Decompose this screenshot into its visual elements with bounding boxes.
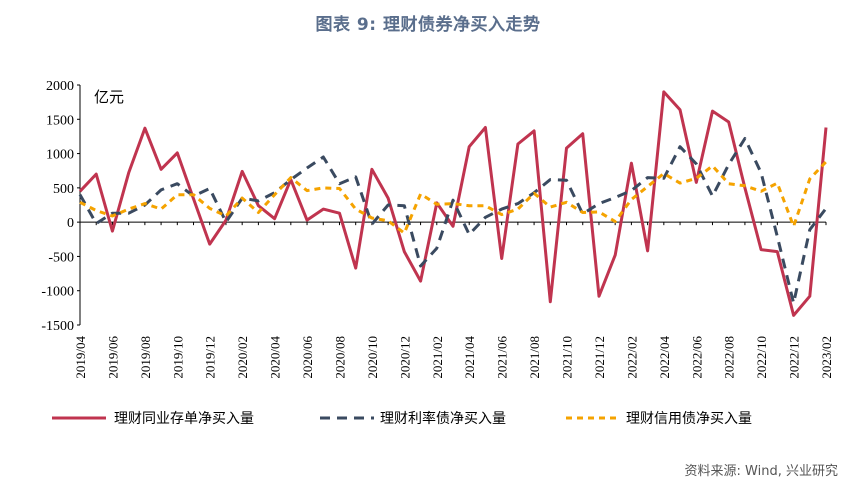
y-tick-label: 2000 [46, 79, 74, 94]
y-tick-label: 0 [67, 216, 74, 231]
x-tick-label: 2020/06 [300, 336, 315, 379]
x-tick-label: 2022/08 [722, 336, 737, 379]
x-tick-label: 2021/08 [527, 336, 542, 379]
x-tick-label: 2021/06 [495, 336, 510, 379]
x-tick-label: 2022/02 [624, 336, 639, 379]
x-tick-label: 2021/10 [560, 336, 575, 379]
x-tick-label: 2019/10 [170, 336, 185, 379]
legend-label-1: 理财同业存单净买入量 [114, 411, 254, 427]
x-tick-label: 2022/12 [787, 336, 802, 379]
x-tick-label: 2019/12 [203, 336, 218, 379]
x-tick-label: 2020/12 [397, 336, 412, 379]
x-tick-label: 2022/10 [754, 336, 769, 379]
x-tick-label: 2022/04 [657, 336, 672, 379]
x-tick-label: 2020/10 [365, 336, 380, 379]
x-tick-label: 2019/04 [73, 336, 88, 379]
chart-title: 图表 9: 理财债券净买入走势 [315, 15, 541, 35]
unit-label: 亿元 [94, 88, 124, 106]
source-note: 资料来源: Wind, 兴业研究 [684, 464, 838, 479]
x-tick-label: 2021/02 [430, 336, 445, 379]
legend-label-2: 理财利率债净买入量 [380, 410, 506, 427]
x-tick-label: 2020/04 [268, 336, 283, 379]
x-tick-label: 2019/06 [105, 336, 120, 379]
y-tick-label: -500 [48, 250, 74, 265]
x-tick-label: 2022/06 [689, 336, 704, 379]
series-line-1 [78, 90, 828, 317]
legend-label-3: 理财信用债净买入量 [626, 411, 752, 427]
y-tick-label: 500 [53, 182, 74, 197]
chart-tick-labels: -1500 -1000 -500 0 500 1000 1500 2000 2019/04 201… [41, 79, 834, 379]
y-tick-label: 1500 [46, 113, 74, 128]
y-tick-label: -1000 [41, 285, 74, 300]
x-tick-label: 2019/08 [138, 336, 153, 379]
y-tick-label: -1500 [41, 319, 74, 334]
x-tick-label: 2020/02 [235, 336, 250, 379]
chart-legend: 理财同业存单净买入量 理财利率债净买入量 理财信用债净买入量 [52, 410, 752, 427]
y-tick-label: 1000 [46, 148, 74, 163]
x-tick-label: 2021/04 [462, 336, 477, 379]
x-tick-label: 2023/02 [819, 336, 834, 379]
chart-series [78, 90, 828, 317]
x-tick-label: 2021/12 [592, 336, 607, 379]
x-tick-label: 2020/08 [332, 336, 347, 379]
